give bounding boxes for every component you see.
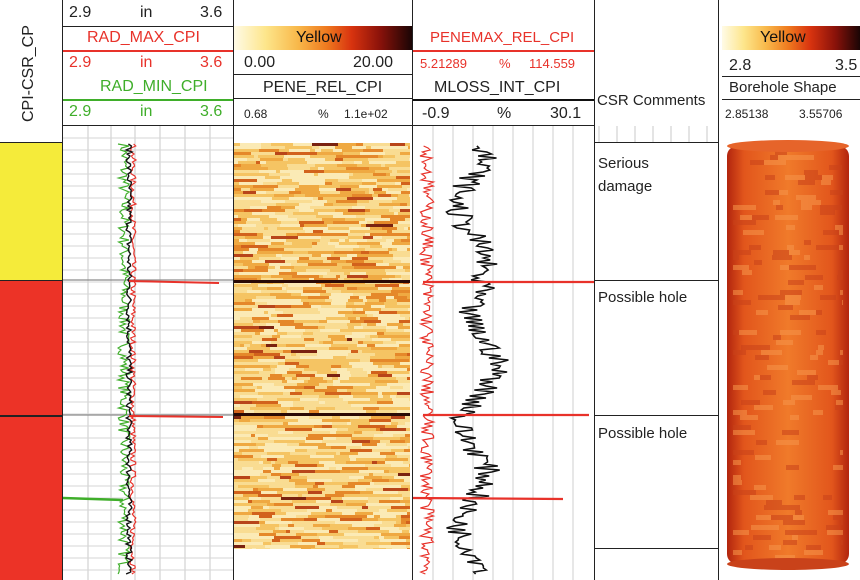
- penemax-min-value: 5.21289: [420, 56, 467, 71]
- penemax-unit: %: [499, 56, 511, 71]
- borehole-track-header: Yellow 2.8 3.5 Borehole Shape 2.85138 3.…: [719, 0, 860, 125]
- radius-min-label: 2.9: [69, 4, 92, 21]
- pene-range-max: 1.1e+02: [344, 107, 388, 121]
- borehole-scale-max: 3.5: [835, 57, 858, 74]
- radius-max-label: 3.6: [200, 4, 223, 21]
- mloss-max-value: 30.1: [550, 105, 582, 122]
- mloss-log-plot: [413, 126, 594, 580]
- rad-min-curve-name: RAD_MIN_CPI: [100, 78, 208, 95]
- radius-log-plot: [63, 126, 233, 580]
- pene-curve-name: PENE_REL_CPI: [263, 79, 383, 96]
- pene-rel-image: [234, 143, 410, 549]
- rad-max-max-value: 3.6: [200, 54, 223, 71]
- rad-max-min-value: 2.9: [69, 54, 92, 71]
- rad-max-unit: in: [140, 54, 153, 71]
- borehole-shape-image: [727, 140, 849, 570]
- pene-palette-bar: Yellow: [234, 26, 412, 50]
- borehole-title: Borehole Shape: [729, 79, 837, 96]
- borehole-palette-bar: Yellow: [722, 26, 860, 50]
- zone-possible-hole-2: [0, 417, 62, 580]
- pene-range-unit: %: [318, 107, 329, 121]
- pene-scale-max: 20.00: [353, 54, 394, 71]
- pene-range-min: 0.68: [244, 107, 268, 121]
- borehole-range-min: 2.85138: [725, 107, 769, 121]
- comments-grid: [598, 126, 708, 142]
- mloss-track-header: PENEMAX_REL_CPI 5.21289 % 114.559 MLOSS_…: [413, 0, 594, 125]
- rad-min-unit: in: [140, 103, 153, 120]
- radius-unit-label: in: [140, 4, 153, 21]
- borehole-scale-min: 2.8: [729, 57, 752, 74]
- comment-possible-hole-1: Possible hole: [598, 289, 688, 306]
- rad-max-curve-name: RAD_MAX_CPI: [87, 29, 200, 46]
- comment-possible-hole-2: Possible hole: [598, 425, 688, 442]
- pene-scale-min: 0.00: [244, 54, 276, 71]
- pene-track-header: Yellow 0.00 20.00 PENE_REL_CPI 0.68 % 1.…: [234, 0, 412, 125]
- comments-track: CSR Comments Serious damage Possible hol…: [595, 0, 718, 580]
- mloss-min-value: -0.9: [422, 105, 450, 122]
- rad-min-max-value: 3.6: [200, 103, 223, 120]
- comments-title: CSR Comments: [597, 92, 706, 109]
- penemax-max-value: 114.559: [529, 56, 576, 71]
- pene-palette-label: Yellow: [296, 29, 342, 46]
- mloss-curve-name: MLOSS_INT_CPI: [434, 79, 561, 96]
- borehole-palette-label: Yellow: [760, 29, 806, 46]
- zone-serious-damage: [0, 143, 62, 280]
- mloss-unit: %: [497, 105, 512, 122]
- borehole-range-max: 3.55706: [799, 107, 843, 121]
- radius-track-header: 2.9 in 3.6 RAD_MAX_CPI 2.9 in 3.6 RAD_MI…: [63, 0, 233, 125]
- zone-possible-hole-1: [0, 281, 62, 415]
- zone-track: CPI-CSR_CP: [0, 0, 62, 580]
- comment-serious-damage: Serious damage: [598, 155, 653, 195]
- penemax-curve-name: PENEMAX_REL_CPI: [430, 29, 575, 46]
- rad-min-min-value: 2.9: [69, 103, 92, 120]
- zone-track-title: CPI-CSR_CP: [20, 25, 37, 122]
